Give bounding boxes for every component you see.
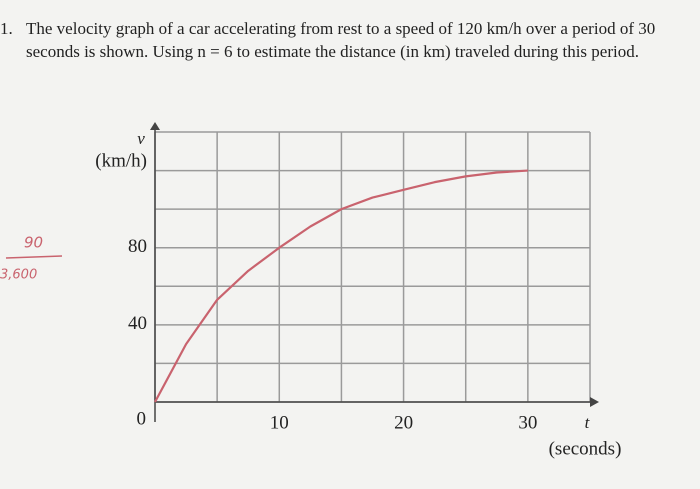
problem-text: The velocity graph of a car accelerating…: [26, 19, 655, 38]
y-axis-unit: (km/h): [95, 150, 147, 171]
velocity-curve: [154, 169, 528, 403]
handwriting: 3,600: [0, 268, 37, 283]
x-axis-label: t: [585, 413, 591, 432]
problem-text: seconds is shown. Using n = 6 to estimat…: [26, 42, 639, 61]
problem-number: 1.: [0, 19, 13, 38]
y-axis-arrow: [150, 122, 160, 130]
x-tick-label: 30: [518, 412, 537, 433]
y-axis-label: v: [137, 129, 145, 148]
x-axis-arrow: [590, 397, 599, 407]
x-axis-unit: (seconds): [549, 438, 622, 459]
y-tick-label: 80: [128, 236, 147, 257]
handwriting: 90: [24, 234, 43, 252]
handwriting-stroke: [5, 255, 63, 259]
x-tick-label: 10: [270, 412, 289, 433]
y-tick-label: 40: [128, 313, 147, 334]
x-tick-label: 20: [394, 412, 413, 433]
y-tick-label: 0: [137, 408, 147, 429]
